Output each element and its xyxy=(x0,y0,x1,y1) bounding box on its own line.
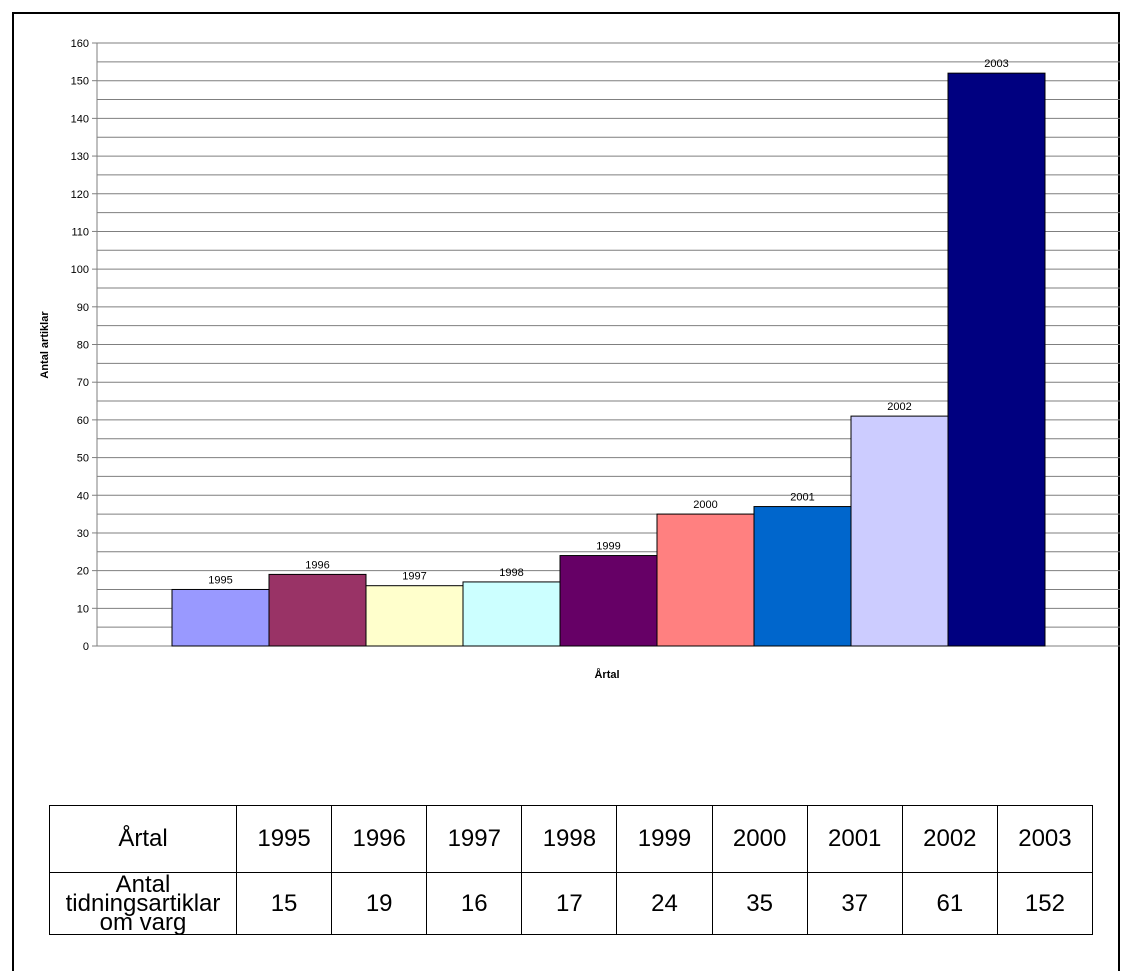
y-tick-label: 80 xyxy=(77,340,89,352)
bar-data-label: 2003 xyxy=(984,58,1008,70)
table-year-cell: 1996 xyxy=(331,805,428,873)
bar-data-label: 1996 xyxy=(305,559,329,571)
y-tick-label: 30 xyxy=(77,528,89,540)
y-tick-label: 130 xyxy=(71,151,89,163)
table-year-cell: 1999 xyxy=(616,805,713,873)
bar xyxy=(656,513,755,647)
bar-data-label: 2001 xyxy=(790,492,814,504)
y-tick-label: 70 xyxy=(77,377,89,389)
bars xyxy=(171,72,1046,647)
y-tick-label: 150 xyxy=(71,76,89,88)
bar xyxy=(850,415,949,647)
table-values-row: Antal tidningsartiklar om varg 15 19 16 17 2… xyxy=(49,872,1094,935)
y-tick-label: 60 xyxy=(77,415,89,427)
bar-data-label: 1997 xyxy=(402,571,426,583)
bar xyxy=(462,581,561,647)
x-axis-title: Årtal xyxy=(594,668,619,681)
table-value-cell: 152 xyxy=(996,872,1094,935)
table-year-cell: 1997 xyxy=(426,805,523,873)
table-value-cell: 37 xyxy=(806,872,903,935)
table-value-cell: 16 xyxy=(426,872,523,935)
bar xyxy=(268,573,367,647)
table-year-cell: 1998 xyxy=(521,805,618,873)
y-axis-title: Antal artiklar xyxy=(39,311,51,379)
bar-data-label: 1999 xyxy=(596,541,620,553)
y-tick-label: 40 xyxy=(77,490,89,502)
table-value-cell: 35 xyxy=(711,872,808,935)
figure-frame xyxy=(12,12,1120,971)
y-tick-label: 50 xyxy=(77,453,89,465)
table-year-cell: 1995 xyxy=(235,805,333,873)
y-tick-label: 140 xyxy=(71,113,89,125)
table-value-cell: 17 xyxy=(521,872,618,935)
table-value-cell: 19 xyxy=(331,872,428,935)
table-year-cell: 2002 xyxy=(901,805,998,873)
bar-data-label: 1998 xyxy=(499,567,523,579)
table-row-label: Antal tidningsartiklar om varg xyxy=(49,872,237,935)
bar xyxy=(171,588,270,647)
bar-data-label: 1995 xyxy=(208,574,232,586)
table-value-cell: 61 xyxy=(901,872,998,935)
bar-chart: 1995 1996 1997 1998 1999 2000 2001 2002 2003 0 10… xyxy=(39,38,1120,681)
bar-data-label: 2000 xyxy=(693,499,717,511)
bar xyxy=(559,555,658,647)
y-tick-label: 160 xyxy=(71,38,89,50)
bar xyxy=(753,506,852,647)
table-header-label: Årtal xyxy=(49,805,237,873)
table-year-cell: 2000 xyxy=(711,805,808,873)
table-header-row: Årtal 1995 1996 1997 1998 1999 2000 2001 2002 20… xyxy=(49,805,1094,873)
table-year-cell: 2001 xyxy=(806,805,903,873)
y-tick-label: 120 xyxy=(71,189,89,201)
bar xyxy=(947,72,1046,647)
y-tick-label: 20 xyxy=(77,566,89,578)
data-labels: 1995 1996 1997 1998 1999 2000 2001 2002 2003 xyxy=(208,58,1008,586)
y-tick-label: 90 xyxy=(77,302,89,314)
table-year-cell: 2003 xyxy=(996,805,1094,873)
y-tick-label: 110 xyxy=(71,226,89,238)
y-tick-label: 0 xyxy=(83,641,89,653)
data-table: Årtal 1995 1996 1997 1998 1999 2000 2001 2002 20… xyxy=(49,805,1094,935)
bar-data-label: 2002 xyxy=(887,401,911,413)
table-value-cell: 24 xyxy=(616,872,713,935)
bar xyxy=(365,585,464,647)
y-tick-label: 10 xyxy=(77,603,89,615)
y-tick-label: 100 xyxy=(71,264,89,276)
table-value-cell: 15 xyxy=(235,872,333,935)
axes: 0 10 20 30 40 50 60 70 80 90 100 110 120 130 140 150 160 xyxy=(71,38,98,653)
